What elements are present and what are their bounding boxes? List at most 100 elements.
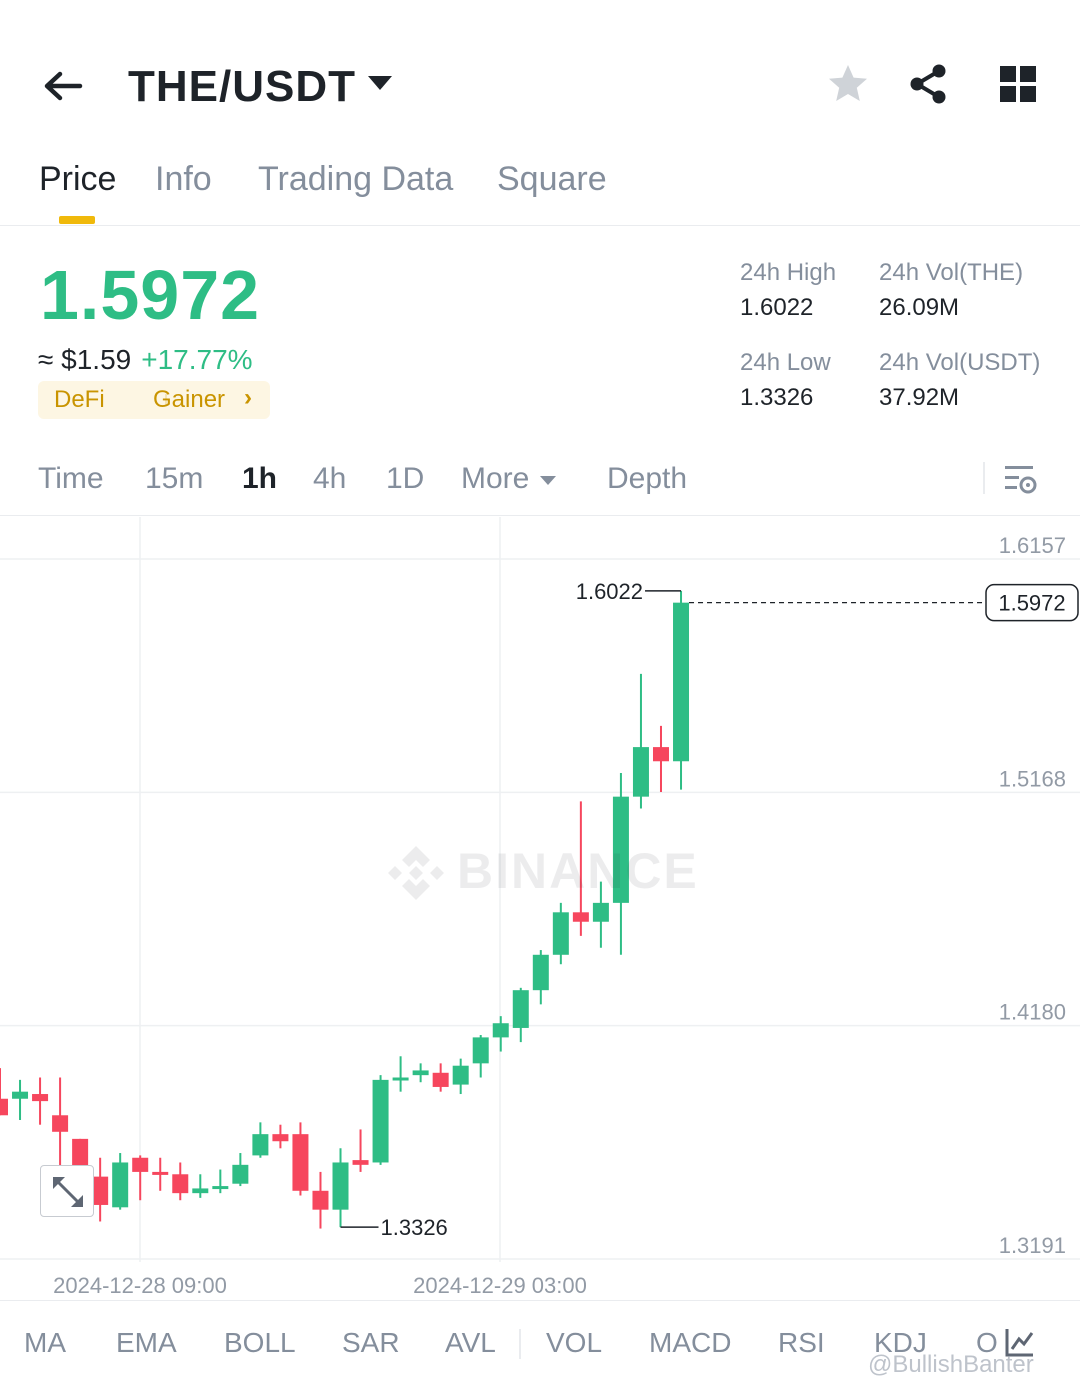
indicator-rsi[interactable]: RSI (778, 1327, 825, 1358)
candle-body (532, 954, 549, 991)
indicator-more[interactable]: O (976, 1327, 998, 1358)
indicator-boll[interactable]: BOLL (224, 1327, 296, 1358)
x-tick-label: 2024-12-28 09:00 (53, 1273, 227, 1298)
interval-15m[interactable]: 15m (145, 462, 204, 495)
fullscreen-button[interactable] (40, 1165, 94, 1217)
candle-body (632, 747, 649, 797)
candle-body (332, 1162, 349, 1210)
share-icon[interactable] (906, 62, 950, 106)
indicator-bar: MA EMA BOLL SAR AVL VOL MACD RSI KDJ O @… (0, 1300, 1080, 1387)
vol-base-value: 26.09M (879, 294, 960, 321)
tag-defi[interactable]: DeFi (54, 386, 105, 413)
tab-trading-data[interactable]: Trading Data (258, 160, 454, 198)
last-price-label: 1.5972 (998, 591, 1065, 616)
candle-body (552, 912, 569, 955)
tab-square[interactable]: Square (497, 160, 607, 198)
candle-body (652, 747, 669, 762)
candle-body (412, 1070, 429, 1076)
pair-title[interactable]: THE/USDT (128, 62, 356, 111)
low-marker-label: 1.3326 (381, 1215, 448, 1240)
grid-icon[interactable] (996, 62, 1040, 106)
candle-body (512, 990, 529, 1028)
active-tab-indicator (59, 216, 95, 224)
candle-body (572, 912, 589, 922)
candle-body (152, 1171, 169, 1175)
binance-watermark: BINANCE (385, 842, 705, 900)
indicator-kdj[interactable]: KDJ (874, 1327, 927, 1358)
indicator-vol[interactable]: VOL (546, 1327, 603, 1358)
candle-body (392, 1077, 409, 1081)
candle-body (312, 1190, 329, 1210)
vol-quote-label: 24h Vol(USDT) (879, 349, 1041, 376)
chart-settings-icon[interactable] (1000, 460, 1040, 500)
candle-body (12, 1091, 29, 1099)
last-price: 1.5972 (40, 256, 261, 334)
high-label: 24h High (740, 259, 837, 286)
interval-1d[interactable]: 1D (386, 462, 425, 495)
indicator-ma[interactable]: MA (24, 1327, 66, 1358)
vol-base-label: 24h Vol(THE) (879, 259, 1024, 286)
candle-body (172, 1174, 189, 1194)
indicator-sar[interactable]: SAR (342, 1327, 400, 1358)
y-tick-label: 1.3191 (999, 1233, 1066, 1258)
interval-4h[interactable]: 4h (313, 462, 347, 495)
candle-body (612, 796, 629, 903)
price-sub: ≈ $1.59 +17.77% (38, 344, 253, 376)
candle-body (592, 902, 609, 922)
interval-more[interactable]: More (461, 462, 530, 495)
candle-body (292, 1134, 309, 1191)
depth-tab[interactable]: Depth (607, 462, 688, 495)
candle-body (92, 1176, 109, 1205)
top-bar: THE/USDT (0, 0, 1080, 140)
indicator-settings-icon[interactable] (1003, 1325, 1037, 1359)
interval-divider (983, 462, 985, 494)
low-label: 24h Low (740, 349, 831, 376)
candle-body (492, 1023, 509, 1038)
interval-time[interactable]: Time (38, 462, 104, 495)
last-price-tag (985, 583, 1079, 622)
candle-body (52, 1115, 69, 1132)
chevron-down-icon[interactable] (368, 76, 392, 90)
vol-quote-value: 37.92M (879, 384, 960, 411)
high-marker-label: 1.6022 (576, 579, 643, 604)
candle-body (32, 1094, 49, 1102)
indicator-avl[interactable]: AVL (445, 1327, 496, 1358)
low-value: 1.3326 (740, 384, 814, 411)
chart-canvas: 1.6022 1.3326 1.5972 1.6157 1.5168 1.4180 1.3… (0, 517, 1080, 1298)
back-arrow-icon[interactable] (40, 64, 84, 108)
candle-body (352, 1160, 369, 1165)
candle-body (132, 1157, 149, 1172)
candle-body (673, 602, 690, 762)
candle-body (232, 1164, 249, 1184)
candle-body (0, 1098, 8, 1116)
interval-bar: Time 15m 1h 4h 1D More Depth (0, 448, 1080, 516)
y-tick-label: 1.6157 (999, 533, 1066, 558)
tag-bar[interactable]: DeFi Gainer › (38, 381, 270, 419)
candle-body (212, 1186, 229, 1190)
tag-divider (165, 394, 167, 406)
candlestick-chart[interactable]: 1.6022 1.3326 1.5972 1.6157 1.5168 1.4180 1.3… (0, 517, 1080, 1300)
more-caret-icon[interactable] (540, 476, 556, 485)
price-change: +17.77% (141, 344, 253, 375)
candle-body (252, 1134, 269, 1156)
interval-1h[interactable]: 1h (242, 462, 278, 495)
fiat-price: ≈ $1.59 (38, 344, 132, 375)
star-icon[interactable] (826, 62, 870, 106)
tab-info[interactable]: Info (155, 160, 212, 198)
candle-body (112, 1162, 129, 1208)
watermark-text: BINANCE (457, 843, 699, 899)
chevron-right-icon[interactable]: › (244, 384, 252, 411)
credit-watermark: @BullishBanter (868, 1351, 1034, 1378)
indicator-macd[interactable]: MACD (649, 1327, 732, 1358)
candle-body (192, 1188, 209, 1194)
candle-body (452, 1065, 469, 1085)
main-tabs: Price Info Trading Data Square (0, 150, 1080, 226)
tag-gainer[interactable]: Gainer (153, 386, 226, 413)
candle-body (372, 1079, 389, 1163)
candle-body (432, 1072, 449, 1087)
tab-price[interactable]: Price (39, 160, 117, 198)
expand-icon (53, 1177, 83, 1207)
indicator-divider (519, 1329, 521, 1359)
indicator-ema[interactable]: EMA (116, 1327, 177, 1358)
candle-body (272, 1134, 289, 1142)
